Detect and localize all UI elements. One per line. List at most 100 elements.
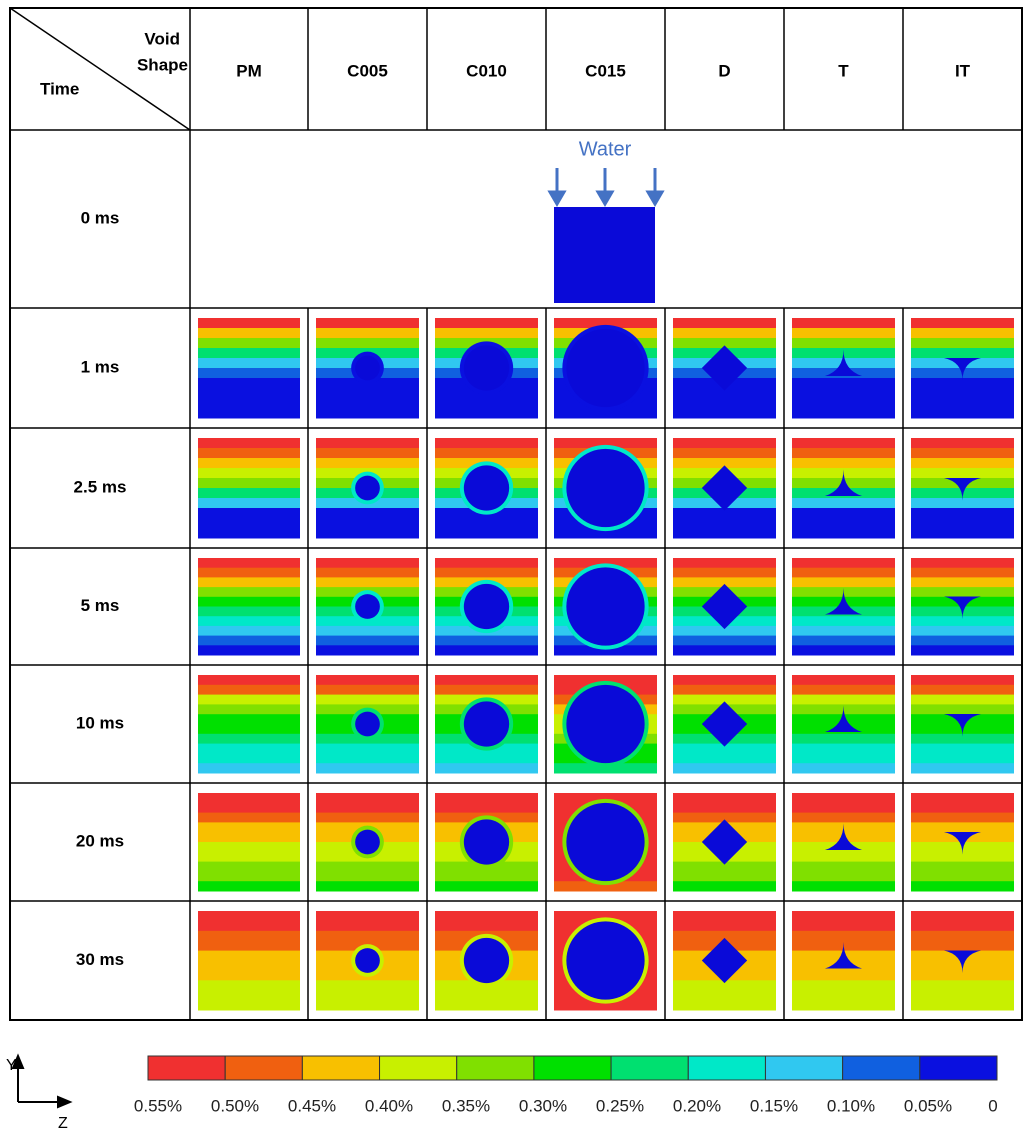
contour-band (435, 518, 538, 529)
contour-band (198, 675, 300, 685)
contour-map (316, 558, 419, 656)
contour-band (792, 498, 895, 509)
contour-band (198, 348, 300, 359)
contour-band (198, 508, 300, 519)
contour-band (792, 1000, 895, 1010)
void (464, 584, 509, 629)
contour-band (911, 862, 1014, 872)
contour-map (673, 318, 776, 419)
axis-icon (13, 1056, 70, 1107)
colorbar-segment (148, 1056, 225, 1080)
contour-band (198, 871, 300, 881)
contour-band (316, 813, 419, 823)
contour-map (198, 558, 300, 656)
contour-band (198, 980, 300, 990)
colorbar-label: 0.55% (134, 1096, 182, 1115)
contour-band (792, 990, 895, 1000)
contour-band (911, 408, 1014, 419)
contour-band (198, 568, 300, 578)
contour-band (792, 970, 895, 980)
void (355, 830, 380, 855)
contour-band (911, 577, 1014, 587)
contour-band (316, 328, 419, 339)
contour-band (435, 645, 538, 655)
contour-map (911, 558, 1014, 656)
contour-map (792, 911, 895, 1011)
contour-map (198, 318, 300, 419)
contour-map (435, 438, 538, 539)
contour-band (792, 616, 895, 626)
contour-band (792, 568, 895, 578)
contour-band (198, 528, 300, 539)
contour-band (316, 568, 419, 578)
contour-band (198, 448, 300, 459)
contour-band (198, 388, 300, 399)
contour-map (792, 438, 895, 539)
contour-map (554, 911, 657, 1011)
contour-band (911, 645, 1014, 655)
contour-band (792, 793, 895, 803)
contour-band (198, 881, 300, 891)
contour-band (673, 803, 776, 813)
contour-band (198, 970, 300, 980)
contour-band (673, 685, 776, 695)
contour-band (316, 528, 419, 539)
column-header: D (718, 61, 730, 80)
contour-band (911, 685, 1014, 695)
void (355, 948, 380, 973)
contour-band (316, 803, 419, 813)
contour-map (911, 793, 1014, 892)
colorbar-segment (611, 1056, 688, 1080)
contour-band (673, 398, 776, 409)
row-label: 5 ms (81, 596, 120, 615)
contour-band (673, 448, 776, 459)
contour-band (792, 911, 895, 921)
contour-band (911, 803, 1014, 813)
contour-map (316, 675, 419, 774)
colorbar-label: 0.15% (750, 1096, 798, 1115)
contour-map (792, 675, 895, 774)
contour-map (673, 558, 776, 656)
contour-band (316, 577, 419, 587)
contour-map (198, 911, 300, 1011)
colorbar-label: 0.10% (827, 1096, 875, 1115)
column-header: IT (955, 61, 971, 80)
contour-band (316, 438, 419, 449)
contour-band (316, 695, 419, 705)
contour-map (316, 793, 419, 892)
colorbar-segment (225, 1056, 302, 1080)
column-header: C005 (347, 61, 388, 80)
contour-band (792, 645, 895, 655)
contour-band (316, 862, 419, 872)
contour-band (792, 734, 895, 744)
column-header: C010 (466, 61, 507, 80)
row-label: 0 ms (81, 208, 120, 227)
contour-map (435, 558, 538, 656)
contour-band (316, 408, 419, 419)
contour-band (435, 911, 538, 921)
contour-band (673, 558, 776, 568)
contour-band (792, 328, 895, 339)
column-header: T (838, 61, 849, 80)
row-label: 1 ms (81, 357, 120, 376)
contour-band (198, 328, 300, 339)
contour-band (792, 695, 895, 705)
contour-band (435, 318, 538, 329)
corner-label: Void (144, 29, 180, 48)
contour-band (198, 626, 300, 636)
contour-band (435, 408, 538, 419)
contour-band (911, 388, 1014, 399)
contour-band (911, 518, 1014, 529)
contour-band (673, 438, 776, 449)
contour-band (911, 458, 1014, 469)
water-label: Water (579, 138, 632, 160)
contour-band (316, 753, 419, 763)
void (566, 685, 644, 763)
contour-band (673, 1000, 776, 1010)
contour-band (198, 763, 300, 773)
void (566, 329, 644, 407)
contour-band (792, 685, 895, 695)
contour-band (911, 911, 1014, 921)
contour-band (792, 813, 895, 823)
contour-band (316, 558, 419, 568)
